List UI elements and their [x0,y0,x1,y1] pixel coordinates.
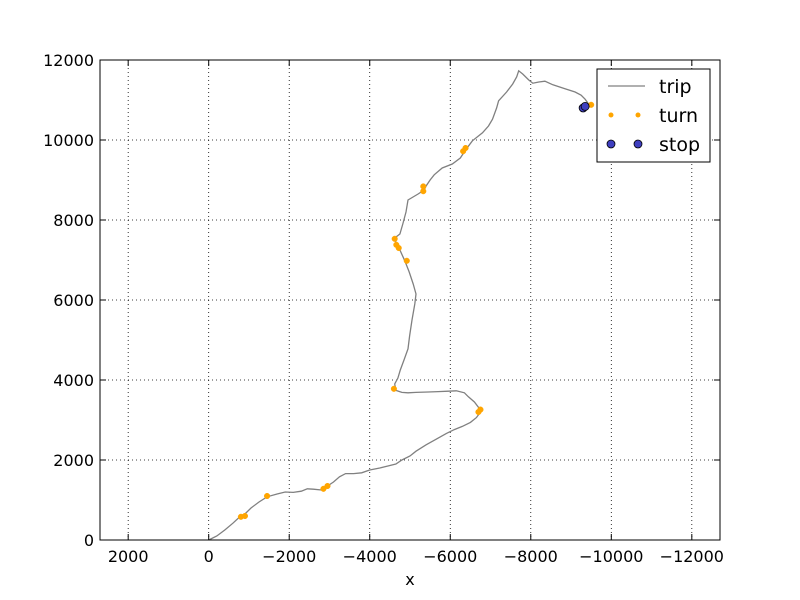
x-tick-label: −12000 [660,547,724,566]
stop-marker [580,102,590,111]
legend-label: stop [659,134,700,156]
y-tick-label: 6000 [53,291,94,310]
x-tick-label: −2000 [262,547,316,566]
legend: trip turn stop [596,68,711,163]
turn-point [241,512,248,520]
x-tick-label: −4000 [343,547,397,566]
x-tick-label: 2000 [108,547,149,566]
legend-box [596,68,711,163]
plot-area [208,69,595,541]
legend-point-swatch [608,112,614,118]
y-tick-label: 12000 [43,51,94,70]
turn-point [477,406,484,413]
turn-point [403,257,410,264]
turn-point [462,144,469,152]
y-tick-label: 8000 [53,211,94,230]
legend-point-swatch [635,112,641,118]
trip-line [208,69,590,541]
y-tick-label: 2000 [53,451,94,470]
y-tick-label: 4000 [53,371,94,390]
turn-point [393,241,400,248]
y-tick-label: 10000 [43,131,94,150]
legend-marker-swatch [633,139,643,149]
turn-point [324,482,331,490]
x-axis-label: x [405,570,414,589]
x-tick-label: −8000 [504,547,558,566]
legend-label: turn [659,105,698,127]
turn-point [420,183,427,190]
legend-label: trip [659,76,692,98]
y-tick-label: 0 [84,531,94,550]
x-tick-label: −6000 [423,547,477,566]
x-tick-label: −10000 [579,547,643,566]
turn-point [264,492,271,500]
turn-point [390,385,397,392]
x-tick-label: 0 [204,547,214,566]
ticks: 2000 0 −2000 −4000 −6000 −8000 −10000 −12000 0 20… [43,51,724,566]
legend-marker-swatch [606,139,616,149]
turn-point [391,235,398,242]
